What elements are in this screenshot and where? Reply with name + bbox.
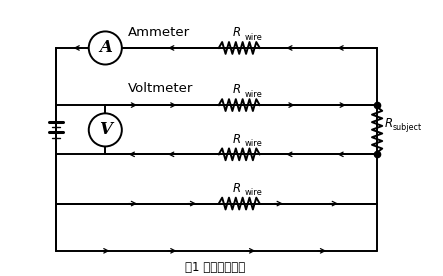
Text: wire: wire bbox=[245, 33, 263, 42]
Text: $R$: $R$ bbox=[384, 117, 393, 130]
Text: Voltmeter: Voltmeter bbox=[128, 82, 193, 95]
Circle shape bbox=[89, 31, 122, 65]
Text: V: V bbox=[99, 121, 112, 138]
Text: wire: wire bbox=[245, 188, 263, 197]
Text: subject: subject bbox=[393, 123, 422, 132]
Text: $R$: $R$ bbox=[232, 26, 241, 39]
Text: 图1 四线制测电阻: 图1 四线制测电阻 bbox=[186, 261, 246, 274]
Text: wire: wire bbox=[245, 90, 263, 99]
Text: $R$: $R$ bbox=[232, 83, 241, 96]
Text: Ammeter: Ammeter bbox=[128, 26, 190, 39]
Text: $R$: $R$ bbox=[232, 182, 241, 195]
Text: wire: wire bbox=[245, 139, 263, 148]
Text: A: A bbox=[99, 39, 112, 57]
Text: $R$: $R$ bbox=[232, 133, 241, 146]
Circle shape bbox=[89, 113, 122, 147]
